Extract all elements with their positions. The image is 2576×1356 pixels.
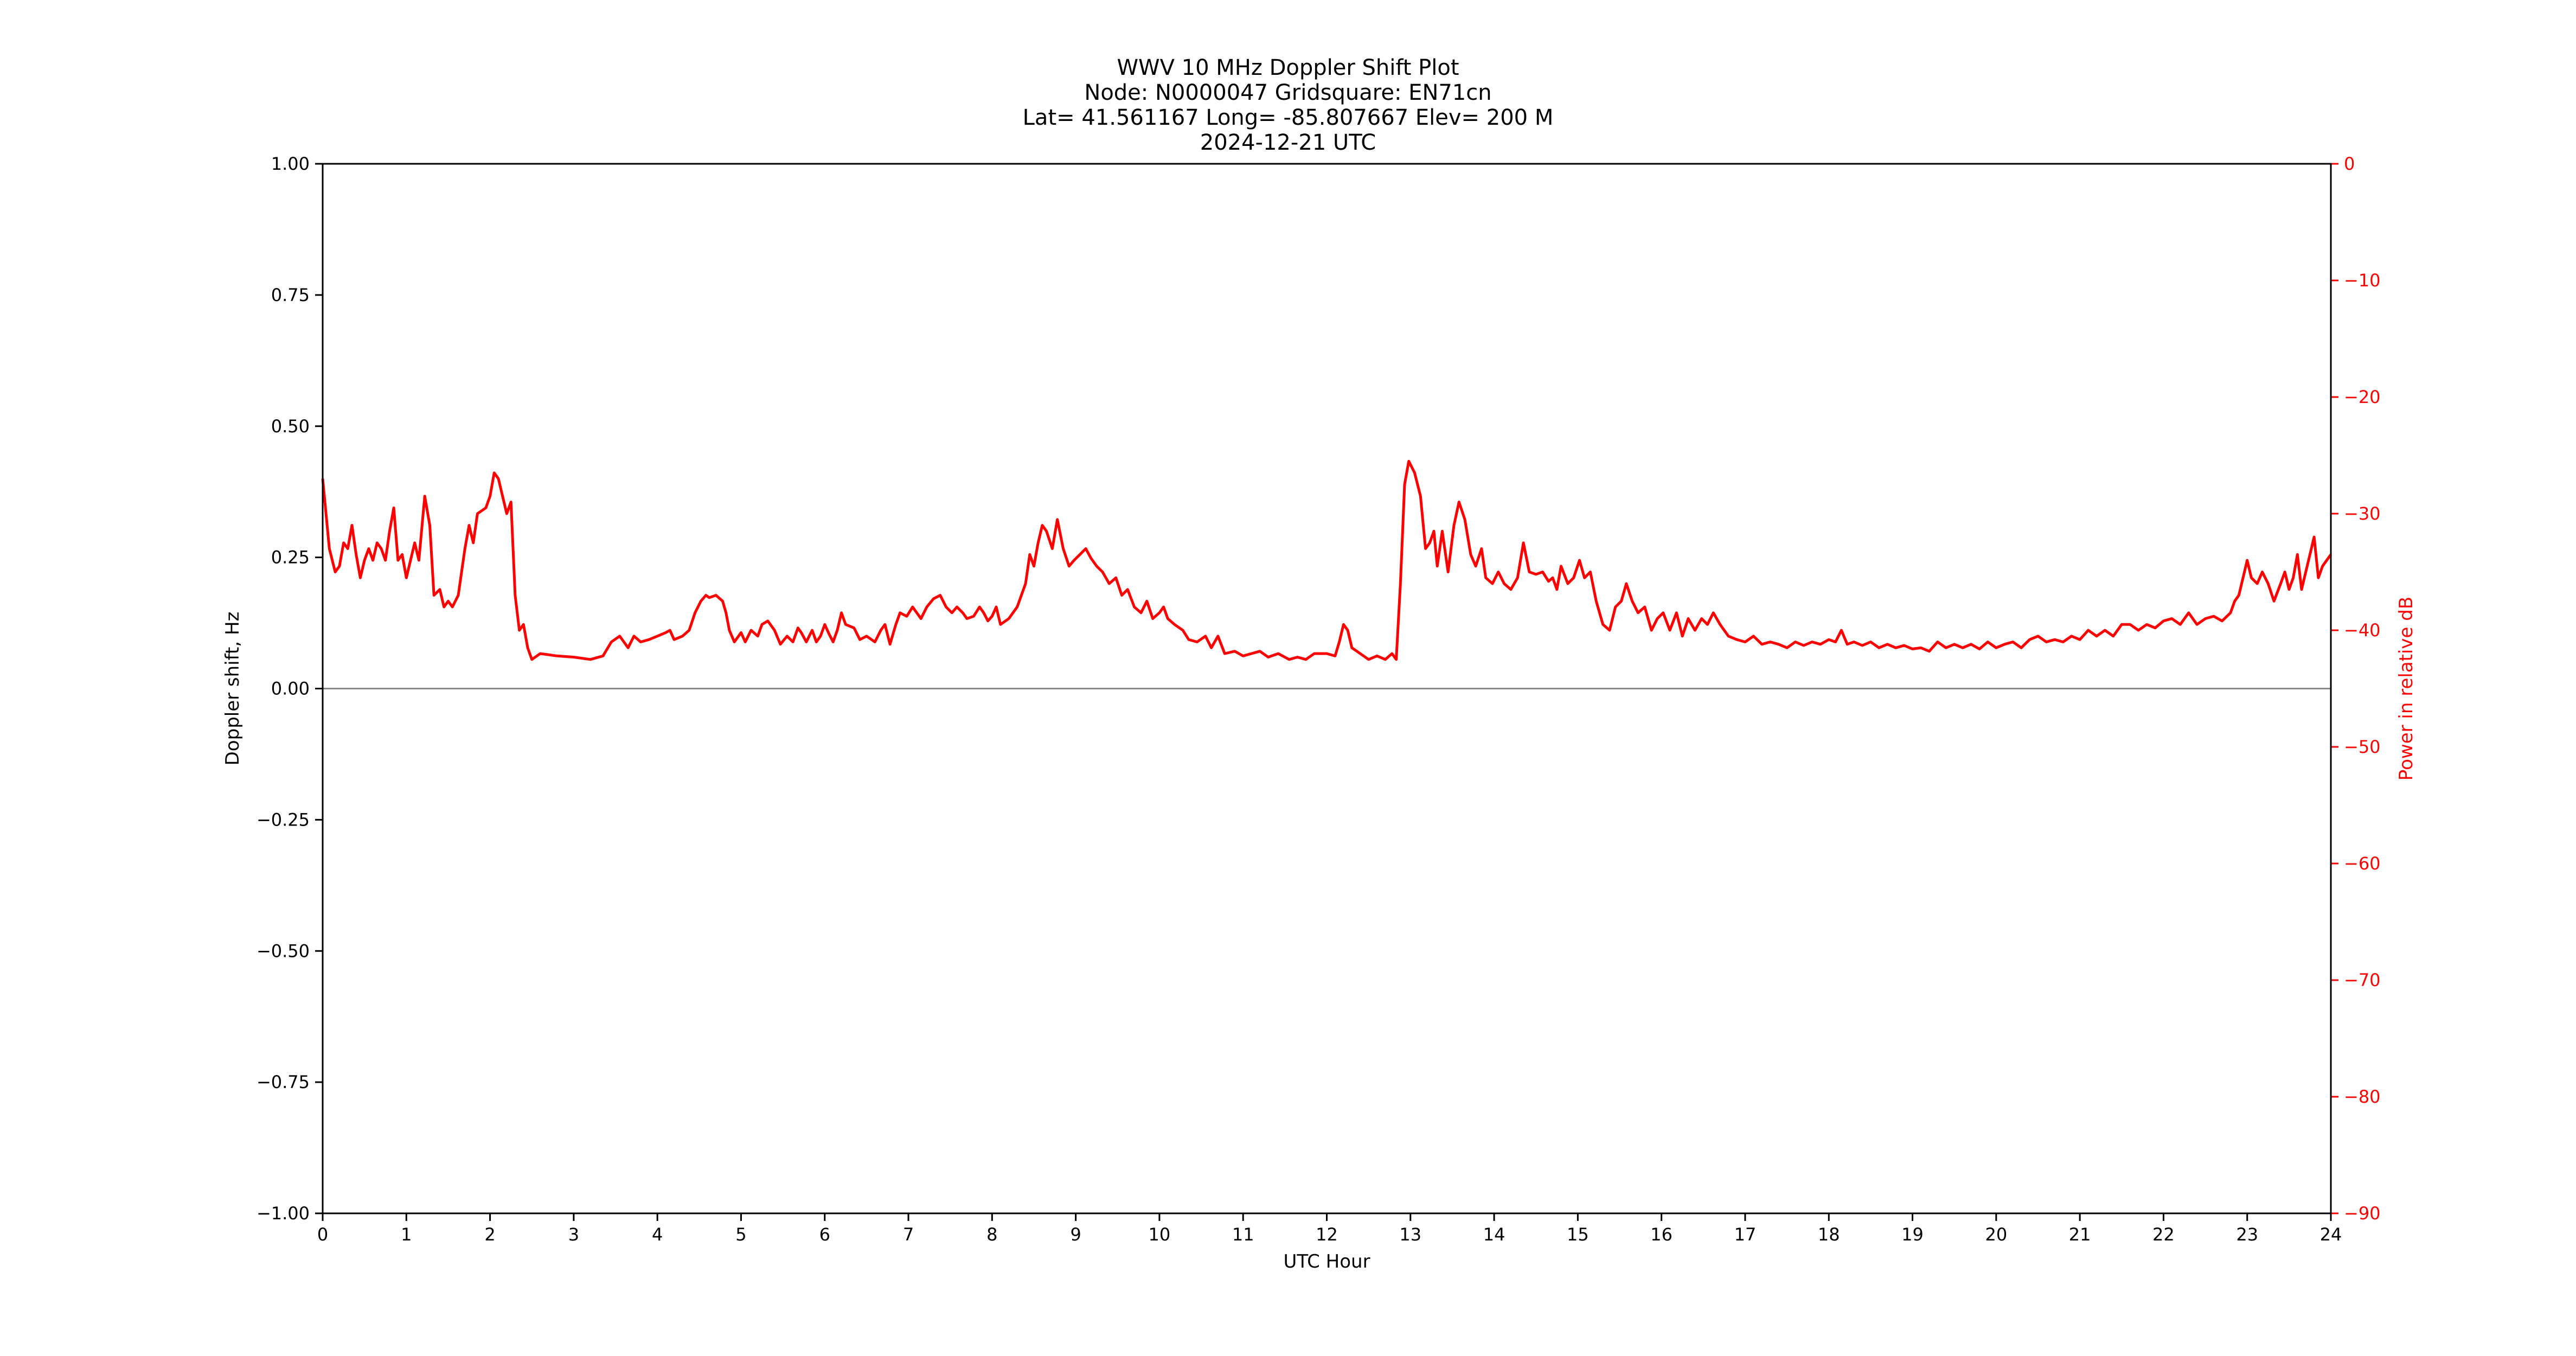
y-tick-label: −0.75 [257, 1072, 310, 1092]
y2-tick-label: −40 [2344, 620, 2381, 641]
chart-title-line-1: WWV 10 MHz Doppler Shift Plot [1117, 55, 1459, 80]
x-tick-label: 10 [1149, 1224, 1171, 1245]
y2-tick-label: −10 [2344, 270, 2381, 291]
y2-tick-label: −90 [2344, 1203, 2381, 1224]
x-tick-label: 2 [484, 1224, 495, 1245]
y-tick-label: 0.75 [271, 285, 310, 305]
x-tick-label: 3 [568, 1224, 579, 1245]
y-axis-label: Doppler shift, Hz [222, 612, 243, 766]
x-tick-label: 4 [652, 1224, 663, 1245]
y-axis-ticks: 1.00 0.75 0.50 0.25 0.00 −0.25 −0.50 −0.75 −1.00 [257, 153, 323, 1224]
x-tick-label: 22 [2152, 1224, 2175, 1245]
chart-title-line-2: Node: N0000047 Gridsquare: EN71cn [1084, 80, 1492, 105]
y2-tick-label: 0 [2344, 153, 2355, 174]
power-series-line [321, 459, 2333, 661]
x-tick-label: 23 [2236, 1224, 2258, 1245]
x-tick-label: 8 [986, 1224, 997, 1245]
x-tick-label: 24 [2320, 1224, 2342, 1245]
x-tick-label: 5 [735, 1224, 746, 1245]
plot-area-frame [322, 163, 2332, 1214]
x-tick-label: 19 [1901, 1224, 1924, 1245]
x-tick-label: 13 [1399, 1224, 1421, 1245]
x-tick-label: 12 [1316, 1224, 1338, 1245]
x-tick-label: 14 [1483, 1224, 1505, 1245]
y2-tick-label: −20 [2344, 387, 2381, 407]
y-tick-label: −0.50 [257, 941, 310, 961]
x-tick-label: 16 [1650, 1224, 1673, 1245]
x-tick-label: 21 [2069, 1224, 2091, 1245]
y-tick-label: 0.00 [271, 679, 310, 699]
x-tick-label: 7 [903, 1224, 914, 1245]
y2-tick-label: −80 [2344, 1086, 2381, 1107]
x-tick-label: 6 [819, 1224, 830, 1245]
y-tick-label: 1.00 [271, 153, 310, 174]
x-tick-label: 1 [401, 1224, 412, 1245]
x-tick-label: 11 [1232, 1224, 1254, 1245]
x-axis-ticks: 0 1 2 3 4 5 6 7 8 9 10 11 12 13 14 15 16 17 18 19 20 21 22 23 24 [317, 1213, 2342, 1245]
x-axis-label: UTC Hour [1283, 1251, 1370, 1272]
y-tick-label: −1.00 [257, 1203, 310, 1224]
y2-axis-label: Power in relative dB [2395, 597, 2417, 781]
y-tick-label: −0.25 [257, 809, 310, 830]
y2-axis-ticks: 0 −10 −20 −30 −40 −50 −60 −70 −80 −90 [2331, 153, 2381, 1224]
x-tick-label: 15 [1567, 1224, 1589, 1245]
x-tick-label: 17 [1734, 1224, 1757, 1245]
x-tick-label: 20 [1985, 1224, 2007, 1245]
chart-title-line-4: 2024-12-21 UTC [1200, 130, 1376, 155]
x-tick-label: 0 [317, 1224, 328, 1245]
chart-title-line-3: Lat= 41.561167 Long= -85.807667 Elev= 20… [1022, 105, 1554, 130]
x-tick-label: 9 [1070, 1224, 1081, 1245]
y2-tick-label: −70 [2344, 970, 2381, 990]
y-tick-label: 0.25 [271, 547, 310, 568]
y2-tick-label: −30 [2344, 503, 2381, 524]
x-tick-label: 18 [1818, 1224, 1840, 1245]
y-tick-label: 0.50 [271, 416, 310, 437]
y2-tick-label: −60 [2344, 853, 2381, 874]
y2-tick-label: −50 [2344, 737, 2381, 757]
